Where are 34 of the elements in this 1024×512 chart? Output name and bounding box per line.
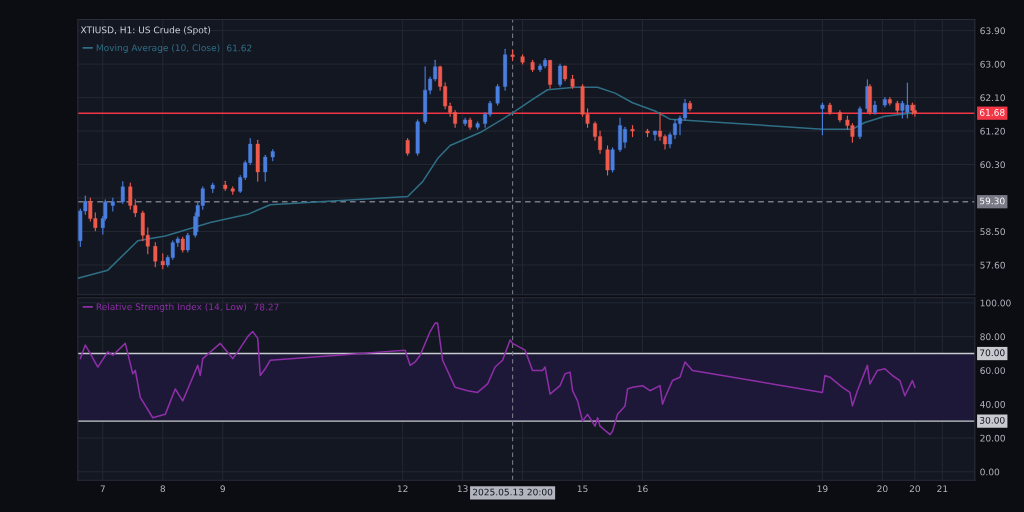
x-tick-label: 19 xyxy=(817,485,828,493)
y-tick-label: 57.60 xyxy=(980,261,1005,269)
y-tick-label: 100.00 xyxy=(980,299,1011,307)
y-tick-label: 80.00 xyxy=(980,333,1005,341)
ref-line-label: 59.30 xyxy=(980,197,1005,205)
x-tick-label: 13 xyxy=(457,485,468,493)
y-tick-label: 62.10 xyxy=(980,94,1005,102)
ref-line-label: 30.00 xyxy=(980,416,1005,424)
x-tick-label: 16 xyxy=(637,485,648,493)
x-tick-label: 12 xyxy=(397,485,408,492)
text: XTIUSD, H1: US Crude (Spot) xyxy=(80,26,211,36)
x-tick-label: 21 xyxy=(937,485,948,492)
x-tick-label: 20 xyxy=(909,485,921,493)
y-tick-label: 63.00 xyxy=(980,60,1005,68)
y-tick-label: 40.00 xyxy=(980,400,1005,408)
y-tick-label: 58.50 xyxy=(980,228,1005,236)
x-tick-label: 7 xyxy=(100,485,105,492)
legend-label: Relative Strength Index (14, Low) xyxy=(96,303,247,312)
x-tick-label: 9 xyxy=(220,485,225,493)
legend-label: Moving Average (10, Close) xyxy=(96,44,220,53)
ref-line-label: 2025.05.13 20:00 xyxy=(472,488,553,496)
y-tick-label: 61.20 xyxy=(980,127,1005,135)
y-tick-label: 63.90 xyxy=(980,27,1005,35)
annotation: 78.27 xyxy=(254,303,279,311)
y-tick-label: 20.00 xyxy=(980,434,1005,442)
y-tick-label: 60.00 xyxy=(980,367,1005,374)
annotation: 61.62 xyxy=(227,44,252,52)
x-tick-label: 8 xyxy=(160,485,166,493)
x-tick-label: 20 xyxy=(877,485,888,493)
ref-line-label: 70.00 xyxy=(980,349,1005,357)
ref-line-label: 61.68 xyxy=(979,108,1005,116)
x-tick-label: 15 xyxy=(577,485,588,493)
y-tick-label: 0.00 xyxy=(980,468,1000,476)
y-tick-label: 60.30 xyxy=(980,161,1005,169)
